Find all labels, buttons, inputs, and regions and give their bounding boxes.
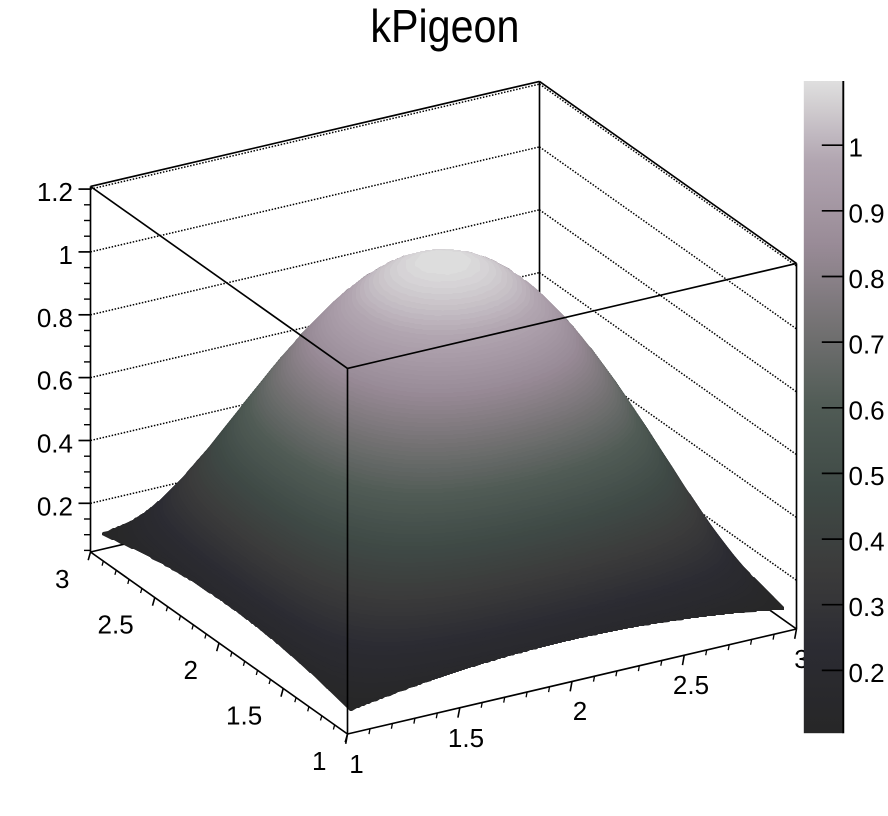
- svg-text:0.4: 0.4: [37, 429, 73, 459]
- svg-text:kPigeon: kPigeon: [370, 0, 519, 52]
- svg-text:0.7: 0.7: [849, 330, 885, 360]
- svg-text:1: 1: [349, 749, 363, 779]
- svg-text:0.3: 0.3: [849, 592, 885, 622]
- svg-text:0.9: 0.9: [849, 198, 885, 228]
- svg-text:0.6: 0.6: [849, 395, 885, 425]
- svg-text:2: 2: [184, 655, 198, 685]
- svg-text:0.8: 0.8: [849, 264, 885, 294]
- svg-text:0.8: 0.8: [37, 303, 73, 333]
- svg-text:2: 2: [573, 696, 587, 726]
- svg-text:1.5: 1.5: [448, 723, 484, 753]
- svg-text:1.5: 1.5: [226, 701, 262, 731]
- svg-text:3: 3: [55, 564, 69, 594]
- svg-text:0.6: 0.6: [37, 366, 73, 396]
- svg-text:2.5: 2.5: [98, 610, 134, 640]
- svg-text:1.2: 1.2: [37, 177, 73, 207]
- svg-text:1: 1: [312, 746, 326, 776]
- svg-text:1: 1: [849, 133, 863, 163]
- svg-text:2.5: 2.5: [673, 670, 709, 700]
- svg-text:0.5: 0.5: [849, 461, 885, 491]
- svg-text:0.2: 0.2: [37, 491, 73, 521]
- svg-text:1: 1: [59, 240, 73, 270]
- svg-text:0.2: 0.2: [849, 658, 885, 688]
- svg-text:0.4: 0.4: [849, 527, 885, 557]
